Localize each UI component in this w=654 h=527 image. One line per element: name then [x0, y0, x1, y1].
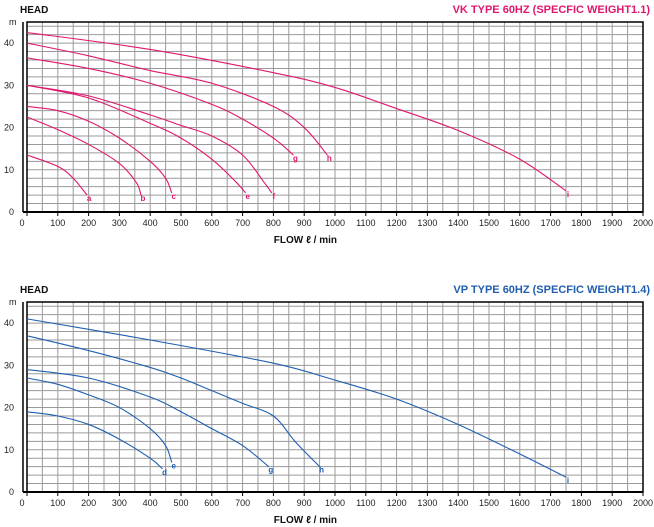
- curve-label-b: b: [141, 194, 146, 203]
- y-tick-label: 40: [4, 318, 14, 328]
- curve-f: [26, 84, 273, 194]
- x-axis-title: FLOW ℓ / min: [274, 515, 337, 526]
- x-tick-label: 900: [297, 498, 312, 508]
- curve-a: [26, 154, 88, 196]
- y-axis-title: HEAD: [20, 5, 48, 16]
- curve-label-g: g: [268, 466, 273, 475]
- y-tick-label: 0: [9, 487, 14, 497]
- curve-label-e: e: [172, 461, 177, 470]
- x-tick-label: 1600: [510, 498, 530, 508]
- curve-b: [26, 116, 142, 196]
- x-tick-label: 500: [173, 498, 188, 508]
- x-tick-label: 600: [204, 218, 219, 228]
- curve-label-i: i: [567, 190, 569, 199]
- curve-d: [26, 411, 163, 470]
- x-tick-label: 1700: [541, 218, 561, 228]
- x-tick-label: 1900: [602, 218, 622, 228]
- x-tick-label: 400: [143, 218, 158, 228]
- x-tick-label: 1400: [448, 498, 468, 508]
- x-tick-label: 1100: [356, 498, 375, 508]
- x-tick-label: 300: [112, 218, 127, 228]
- x-tick-label: 1000: [325, 498, 345, 508]
- x-tick-label: 1200: [387, 498, 407, 508]
- curve-h: [26, 335, 320, 468]
- x-tick-label: 0: [19, 498, 24, 508]
- x-tick-label: 1100: [356, 218, 375, 228]
- curve-label-h: h: [327, 154, 332, 163]
- x-tick-label: 300: [112, 498, 127, 508]
- curve-label-f: f: [273, 192, 276, 201]
- x-axis-title: FLOW ℓ / min: [274, 235, 337, 246]
- x-tick-label: 1900: [602, 498, 622, 508]
- chart-1: 0 100 200 300 400 500 600 700 800 900 1000 1100 1200…: [4, 284, 653, 526]
- y-tick-label: 20: [4, 403, 14, 413]
- x-tick-label: 700: [235, 218, 250, 228]
- x-tick-label: 1200: [387, 218, 407, 228]
- x-tick-label: 900: [297, 218, 312, 228]
- x-tick-label: 1800: [571, 498, 591, 508]
- x-tick-label: 1600: [510, 218, 530, 228]
- chart-title: VK TYPE 60HZ (SPECFIC WEIGHT1.1): [453, 4, 651, 16]
- y-tick-label: 10: [4, 445, 14, 455]
- curve-label-d: d: [162, 468, 167, 477]
- y-tick-label: 10: [4, 165, 14, 175]
- curve-i: [26, 32, 567, 192]
- y-tick-label: 30: [4, 360, 14, 370]
- curve-g: [26, 369, 270, 468]
- y-tick-label: 30: [4, 80, 14, 90]
- curve-h: [26, 42, 328, 156]
- x-tick-label: 1500: [479, 498, 499, 508]
- curve-label-a: a: [87, 194, 92, 203]
- x-tick-label: 500: [173, 218, 188, 228]
- x-tick-label: 1300: [417, 498, 437, 508]
- x-tick-label: 700: [235, 498, 250, 508]
- x-tick-label: 100: [50, 218, 65, 228]
- curve-g: [26, 57, 294, 156]
- curve-label-h: h: [319, 466, 324, 475]
- y-axis-title: HEAD: [20, 285, 48, 296]
- curve-label-c: c: [172, 192, 177, 201]
- curve-i: [26, 318, 567, 478]
- x-tick-label: 600: [204, 498, 219, 508]
- y-unit: m: [9, 297, 17, 307]
- curve-e: [26, 377, 173, 463]
- x-tick-label: 1000: [325, 218, 345, 228]
- chart-title: VP TYPE 60HZ (SPECFIC WEIGHT1.4): [453, 284, 650, 296]
- x-tick-label: 1800: [571, 218, 591, 228]
- y-tick-label: 20: [4, 123, 14, 133]
- x-tick-label: 800: [266, 498, 281, 508]
- x-tick-label: 200: [81, 218, 96, 228]
- curve-label-g: g: [293, 154, 298, 163]
- x-tick-label: 1500: [479, 218, 499, 228]
- x-tick-label: 1300: [417, 218, 437, 228]
- curve-c: [26, 105, 173, 194]
- y-unit: m: [9, 17, 17, 27]
- x-tick-label: 1400: [448, 218, 468, 228]
- x-tick-label: 1700: [541, 498, 561, 508]
- x-tick-label: 800: [266, 218, 281, 228]
- x-tick-label: 2000: [633, 498, 653, 508]
- curve-e: [26, 84, 247, 194]
- x-tick-label: 400: [143, 498, 158, 508]
- curve-label-e: e: [245, 192, 250, 201]
- x-tick-label: 100: [50, 498, 65, 508]
- y-tick-label: 0: [9, 207, 14, 217]
- x-tick-label: 200: [81, 498, 96, 508]
- x-tick-label: 0: [19, 218, 24, 228]
- x-tick-label: 2000: [633, 218, 653, 228]
- chart-0: 0 100 200 300 400 500 600 700 800 900 1000 1100 1200…: [4, 4, 653, 246]
- curve-label-i: i: [567, 476, 569, 485]
- y-tick-label: 40: [4, 38, 14, 48]
